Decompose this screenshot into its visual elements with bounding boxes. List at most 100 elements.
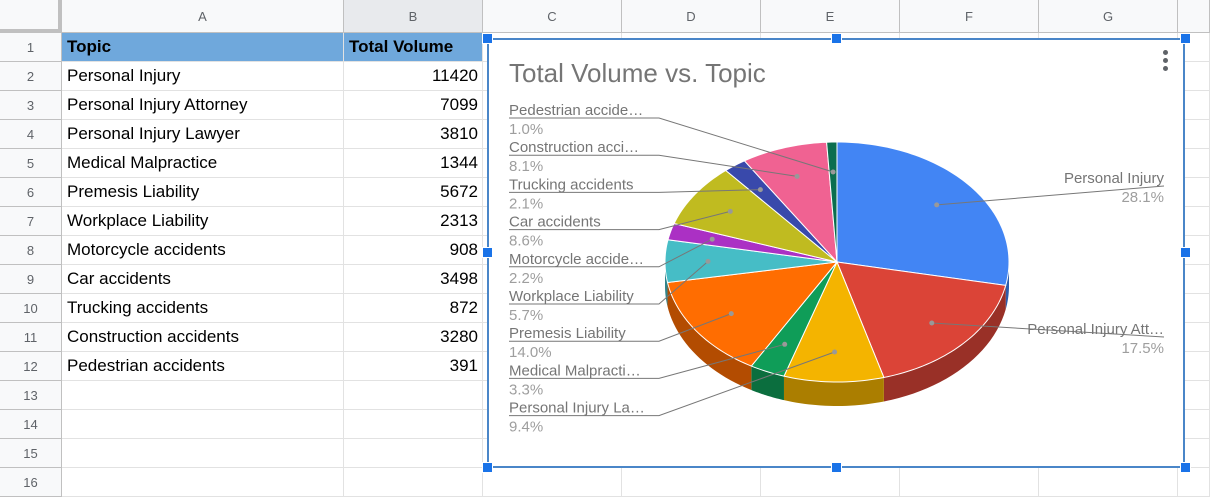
column-header-f[interactable]: F	[900, 0, 1039, 33]
cell-total-volume[interactable]: 908	[344, 236, 483, 265]
cell-topic[interactable]: Personal Injury Lawyer	[62, 120, 344, 149]
cell-topic[interactable]: Motorcycle accidents	[62, 236, 344, 265]
row-header-4[interactable]: 4	[0, 120, 62, 149]
cell-topic[interactable]: Premesis Liability	[62, 178, 344, 207]
cell-topic[interactable]: Personal Injury Attorney	[62, 91, 344, 120]
column-header-a[interactable]: A	[62, 0, 344, 33]
cell-topic[interactable]: Trucking accidents	[62, 294, 344, 323]
empty-cell[interactable]	[62, 468, 344, 497]
leader-dot	[830, 169, 836, 175]
column-header-b[interactable]: B	[344, 0, 483, 33]
leader-line	[509, 238, 713, 268]
slice-label: Premesis Liability	[509, 325, 626, 342]
cell-total-volume[interactable]: 5672	[344, 178, 483, 207]
leader-dot	[794, 173, 800, 179]
empty-cell[interactable]	[344, 381, 483, 410]
select-all-corner[interactable]	[0, 0, 62, 33]
row-header-5[interactable]: 5	[0, 149, 62, 178]
cell-topic[interactable]: Medical Malpractice	[62, 149, 344, 178]
chart-title: Total Volume vs. Topic	[509, 58, 766, 88]
slice-label: Personal Injury	[1064, 170, 1165, 187]
row-header-6[interactable]: 6	[0, 178, 62, 207]
pie-slice[interactable]	[836, 141, 1010, 286]
empty-cell[interactable]	[344, 410, 483, 439]
slice-percent: 2.1%	[509, 195, 543, 212]
cell-total-volume[interactable]: 391	[344, 352, 483, 381]
cell-total-volume[interactable]: 3810	[344, 120, 483, 149]
pie-slice-side	[883, 285, 1006, 402]
empty-cell[interactable]	[62, 439, 344, 468]
cell-total-volume[interactable]: 872	[344, 294, 483, 323]
empty-cell[interactable]	[900, 468, 1039, 497]
leader-dot	[757, 187, 763, 193]
cell-total-volume[interactable]: 7099	[344, 91, 483, 120]
header-topic[interactable]: Topic	[62, 33, 344, 62]
cell-topic[interactable]: Pedestrian accidents	[62, 352, 344, 381]
empty-cell[interactable]	[622, 468, 761, 497]
empty-cell[interactable]	[344, 468, 483, 497]
column-header-d[interactable]: D	[622, 0, 761, 33]
row-header-2[interactable]: 2	[0, 62, 62, 91]
row-header-1[interactable]: 1	[0, 33, 62, 62]
slice-percent: 28.1%	[1121, 189, 1164, 206]
pie-slice[interactable]	[724, 160, 838, 263]
resize-handle-top[interactable]	[831, 33, 842, 44]
cell-total-volume[interactable]: 3498	[344, 265, 483, 294]
resize-handle-right[interactable]	[1180, 247, 1191, 258]
resize-handle-top-right[interactable]	[1180, 33, 1191, 44]
leader-line	[509, 351, 835, 417]
cell-total-volume[interactable]: 3280	[344, 323, 483, 352]
leader-line	[509, 154, 798, 177]
slice-label: Motorcycle accide…	[509, 251, 644, 268]
header-total-volume[interactable]: Total Volume	[344, 33, 483, 62]
slice-label: Construction acci…	[509, 139, 639, 156]
empty-cell[interactable]	[344, 439, 483, 468]
row-header-11[interactable]: 11	[0, 323, 62, 352]
empty-cell[interactable]	[483, 468, 622, 497]
cell-total-volume[interactable]: 11420	[344, 62, 483, 91]
row-header-9[interactable]: 9	[0, 265, 62, 294]
row-header-7[interactable]: 7	[0, 207, 62, 236]
slice-percent: 14.0%	[509, 344, 552, 361]
slice-percent: 8.1%	[509, 158, 543, 175]
resize-handle-left[interactable]	[482, 247, 493, 258]
cell-topic[interactable]: Workplace Liability	[62, 207, 344, 236]
empty-cell[interactable]	[62, 410, 344, 439]
row-header-12[interactable]: 12	[0, 352, 62, 381]
empty-cell[interactable]	[1039, 468, 1178, 497]
cell-total-volume[interactable]: 1344	[344, 149, 483, 178]
row-header-3[interactable]: 3	[0, 91, 62, 120]
row-header-13[interactable]: 13	[0, 381, 62, 410]
column-header-h[interactable]	[1178, 0, 1210, 33]
resize-handle-bottom-left[interactable]	[482, 462, 493, 473]
pie-slice[interactable]	[783, 260, 885, 383]
slice-label: Personal Injury Att…	[1027, 321, 1164, 338]
leader-line	[509, 210, 731, 231]
pie-slice[interactable]	[664, 239, 838, 284]
resize-handle-bottom[interactable]	[831, 462, 842, 473]
cell-topic[interactable]: Construction accidents	[62, 323, 344, 352]
pie-slice[interactable]	[666, 261, 839, 367]
column-header-c[interactable]: C	[483, 0, 622, 33]
column-header-g[interactable]: G	[1039, 0, 1178, 33]
row-header-8[interactable]: 8	[0, 236, 62, 265]
slice-label: Medical Malpracti…	[509, 362, 641, 379]
leader-dot	[929, 320, 935, 326]
chart-menu-icon[interactable]	[1163, 50, 1169, 74]
pie-slice[interactable]	[673, 169, 838, 263]
resize-handle-top-left[interactable]	[482, 33, 493, 44]
cell-topic[interactable]: Car accidents	[62, 265, 344, 294]
row-header-10[interactable]: 10	[0, 294, 62, 323]
cell-topic[interactable]: Personal Injury	[62, 62, 344, 91]
pie-slice[interactable]	[836, 261, 1007, 379]
leader-dot	[782, 341, 788, 347]
row-header-14[interactable]: 14	[0, 410, 62, 439]
slice-percent: 8.6%	[509, 233, 543, 250]
cell-total-volume[interactable]: 2313	[344, 207, 483, 236]
row-header-16[interactable]: 16	[0, 468, 62, 497]
empty-cell[interactable]	[62, 381, 344, 410]
pie-chart[interactable]: Total Volume vs. Topic Pedestrian accide…	[487, 38, 1185, 468]
row-header-15[interactable]: 15	[0, 439, 62, 468]
column-header-e[interactable]: E	[761, 0, 900, 33]
resize-handle-bottom-right[interactable]	[1180, 462, 1191, 473]
